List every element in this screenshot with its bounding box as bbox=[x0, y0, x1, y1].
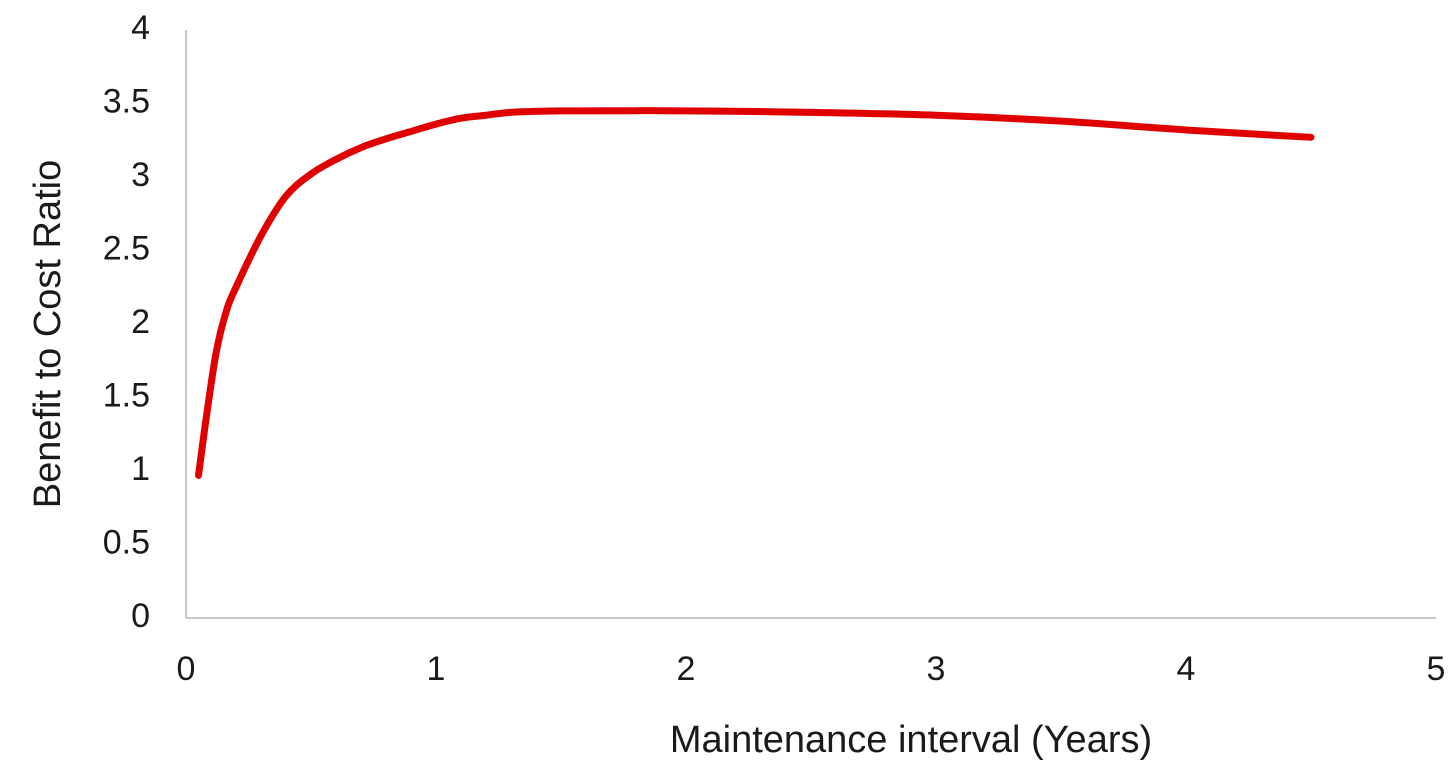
x-axis-title: Maintenance interval (Years) bbox=[670, 719, 1152, 761]
x-tick-label: 0 bbox=[177, 650, 196, 688]
y-tick-label: 3.5 bbox=[103, 82, 150, 120]
series-line bbox=[195, 107, 1315, 479]
y-tick-label: 0 bbox=[131, 597, 150, 635]
y-tick-label: 4 bbox=[131, 9, 150, 47]
axes bbox=[185, 30, 1436, 619]
x-tick-label: 4 bbox=[1177, 650, 1196, 688]
y-tick-label: 1.5 bbox=[103, 376, 150, 414]
y-axis-title: Benefit to Cost Ratio bbox=[27, 160, 69, 509]
x-tick-label: 1 bbox=[427, 650, 446, 688]
x-tick-label: 5 bbox=[1427, 650, 1446, 688]
y-tick-label: 2.5 bbox=[103, 229, 150, 267]
y-tick-label: 0.5 bbox=[103, 523, 150, 561]
x-tick-labels: 0 1 2 3 4 5 bbox=[177, 650, 1446, 688]
x-tick-label: 3 bbox=[927, 650, 946, 688]
y-tick-label: 3 bbox=[131, 156, 150, 194]
y-tick-labels: 0 0.5 1 1.5 2 2.5 3 3.5 4 bbox=[103, 9, 150, 635]
series-layer bbox=[195, 107, 1315, 479]
y-tick-label: 1 bbox=[131, 450, 150, 488]
y-tick-label: 2 bbox=[131, 303, 150, 341]
x-tick-label: 2 bbox=[677, 650, 696, 688]
